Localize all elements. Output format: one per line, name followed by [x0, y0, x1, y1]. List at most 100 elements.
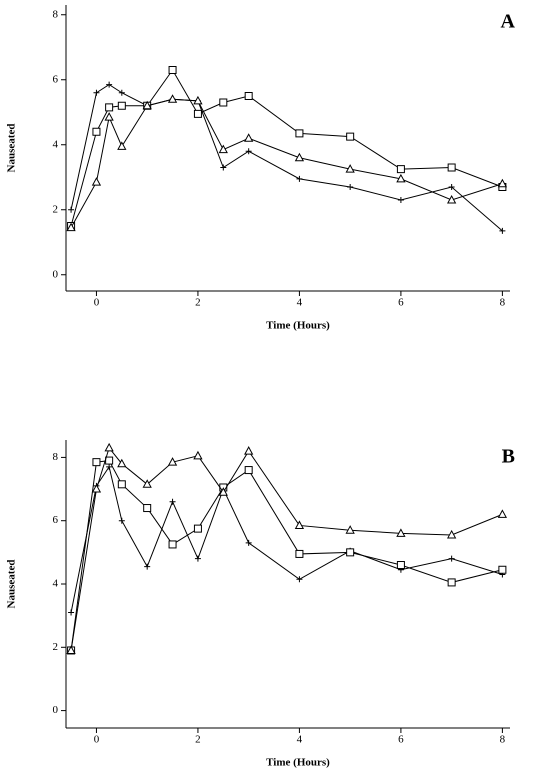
x-tick-label: 2: [195, 297, 201, 309]
marker-square: [346, 132, 355, 141]
marker-plus: [220, 164, 227, 171]
series-line: [70, 446, 503, 651]
y-tick-label: 4: [53, 578, 59, 590]
y-tick-label: 0: [53, 268, 59, 280]
marker-plus-stroke: [106, 463, 113, 470]
marker-plus-stroke: [296, 175, 303, 182]
marker-plus-stroke: [144, 563, 151, 570]
x-tick-label: 4: [297, 297, 303, 309]
marker-triangle: [218, 144, 228, 154]
y-tick-label: 2: [53, 203, 59, 215]
marker-square: [295, 129, 304, 138]
marker-square: [193, 109, 202, 118]
y-tick-label: 0: [53, 704, 59, 716]
marker-plus-stroke: [245, 148, 252, 155]
marker-plus: [499, 227, 506, 234]
marker-triangle: [244, 133, 254, 142]
marker-triangle: [66, 645, 76, 654]
marker-square: [396, 165, 405, 174]
marker-plus: [169, 498, 176, 505]
marker-plus-stroke: [245, 539, 252, 546]
marker-plus-stroke: [448, 555, 455, 562]
marker-plus: [397, 197, 404, 203]
x-tick-label: 2: [195, 734, 201, 746]
marker-square: [447, 163, 456, 172]
marker-plus: [448, 184, 455, 190]
panel-label: A: [501, 11, 516, 33]
marker-triangle: [396, 528, 406, 537]
marker-square: [193, 524, 202, 533]
x-tick-label: 0: [94, 734, 100, 746]
marker-triangle: [396, 173, 406, 183]
marker-square: [168, 540, 177, 549]
series-line: [70, 460, 503, 651]
marker-triangle: [447, 529, 457, 539]
marker-triangle: [142, 479, 152, 488]
marker-plus-stroke: [397, 197, 404, 203]
marker-plus: [144, 563, 151, 570]
marker-plus-stroke: [296, 576, 303, 583]
marker-plus-stroke: [220, 164, 227, 171]
marker-triangle: [345, 164, 355, 173]
marker-plus-stroke: [499, 227, 506, 234]
marker-plus-stroke: [106, 81, 113, 88]
x-tick-label: 8: [500, 297, 506, 309]
marker-triangle: [117, 141, 127, 150]
y-tick-label: 4: [53, 138, 59, 150]
y-tick-label: 6: [53, 514, 59, 526]
marker-square: [498, 565, 507, 574]
marker-plus: [296, 576, 303, 583]
x-tick-label: 4: [297, 734, 303, 746]
marker-plus-stroke: [68, 609, 75, 616]
marker-plus-stroke: [347, 184, 354, 190]
marker-triangle: [345, 525, 355, 534]
marker-triangle: [244, 446, 254, 455]
marker-square: [244, 466, 253, 475]
x-axis-label: Time (Hours): [266, 320, 330, 332]
marker-plus: [448, 555, 455, 562]
marker-triangle: [117, 458, 127, 468]
marker-triangle: [104, 442, 114, 452]
marker-plus-stroke: [93, 89, 100, 96]
marker-triangle: [218, 487, 228, 496]
marker-square: [105, 103, 114, 112]
marker-plus: [296, 175, 303, 182]
marker-square: [295, 549, 304, 558]
x-tick-label: 8: [500, 734, 506, 746]
marker-square: [117, 480, 126, 489]
panel-label: B: [502, 446, 515, 468]
marker-triangle: [193, 95, 203, 105]
marker-triangle: [294, 520, 305, 529]
marker-square: [219, 98, 228, 107]
marker-plus-stroke: [194, 555, 201, 562]
marker-square: [143, 504, 152, 513]
marker-square: [346, 548, 355, 557]
marker-plus-stroke: [118, 89, 125, 96]
y-tick-label: 6: [53, 73, 59, 85]
marker-square: [92, 127, 101, 136]
marker-triangle: [91, 177, 102, 186]
marker-triangle: [193, 450, 203, 460]
marker-plus: [106, 463, 113, 470]
marker-triangle: [91, 484, 102, 493]
marker-plus-stroke: [118, 517, 125, 524]
y-tick-label: 2: [53, 641, 59, 653]
series-line: [70, 465, 503, 613]
marker-square: [244, 92, 253, 100]
marker-triangle: [497, 178, 508, 188]
y-tick-label: 8: [53, 8, 59, 20]
marker-square: [447, 578, 456, 587]
x-tick-label: 0: [94, 297, 100, 309]
marker-square: [396, 561, 405, 570]
x-tick-label: 6: [398, 297, 404, 309]
marker-plus: [68, 206, 75, 213]
series-line: [70, 84, 503, 232]
marker-plus: [68, 609, 75, 616]
marker-triangle: [167, 457, 178, 466]
marker-plus: [194, 555, 201, 562]
marker-triangle: [142, 100, 152, 110]
marker-plus-stroke: [169, 498, 176, 505]
marker-plus: [118, 517, 125, 524]
marker-plus: [93, 89, 100, 96]
